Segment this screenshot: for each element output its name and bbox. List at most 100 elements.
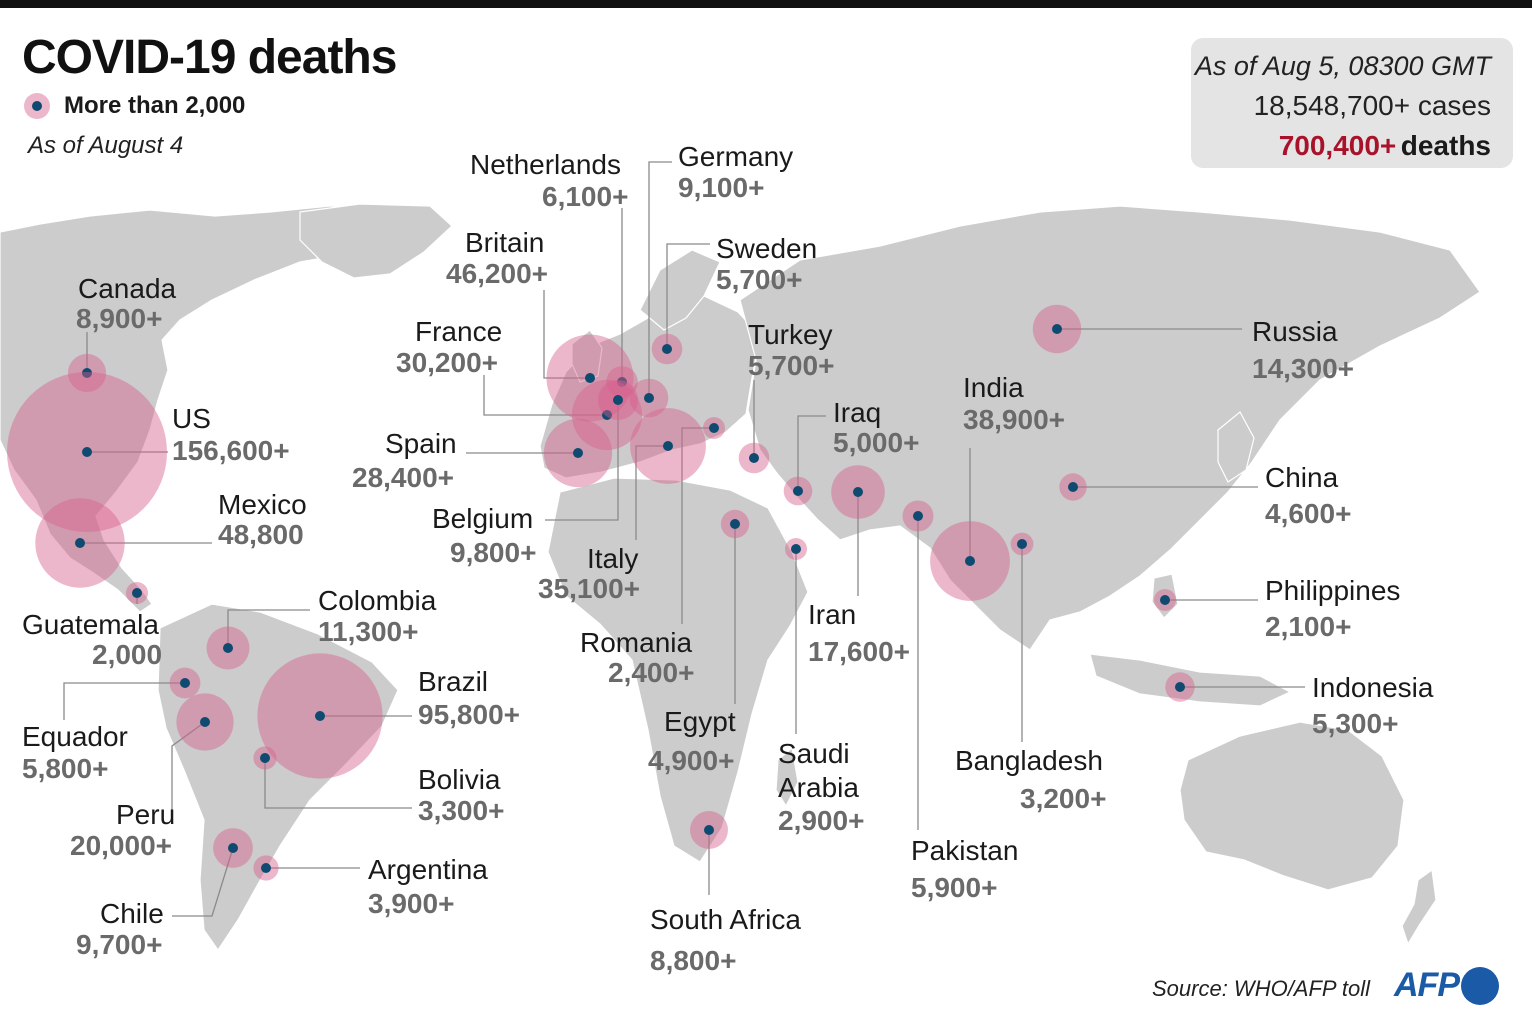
dot-britain (585, 373, 595, 383)
label-colombia-name: Colombia (318, 586, 436, 616)
legend: More than 2,000 (24, 92, 245, 120)
label-bolivia-name: Bolivia (418, 765, 500, 795)
totals-deaths-word: deaths (1401, 130, 1491, 161)
label-mexico-deaths: 48,800 (218, 520, 304, 550)
label-france-name: France (415, 317, 502, 347)
label-south-africa-name: South Africa (650, 905, 801, 935)
label-canada-deaths: 8,900+ (76, 304, 162, 334)
label-turkey-name: Turkey (748, 320, 833, 350)
label-argentina-name: Argentina (368, 855, 488, 885)
dot-us (82, 447, 92, 457)
dot-argentina (261, 863, 271, 873)
label-saudi-arabia-name-1: Saudi (778, 739, 850, 769)
dot-belgium (613, 395, 623, 405)
label-italy-name: Italy (587, 544, 638, 574)
dot-indonesia (1175, 682, 1185, 692)
as-of-date: As of August 4 (28, 132, 183, 160)
label-indonesia-deaths: 5,300+ (1312, 709, 1398, 739)
label-china-deaths: 4,600+ (1265, 499, 1351, 529)
label-sweden-deaths: 5,700+ (716, 265, 802, 295)
label-argentina-deaths: 3,900+ (368, 889, 454, 919)
label-mexico-name: Mexico (218, 490, 307, 520)
label-indonesia-name: Indonesia (1312, 673, 1433, 703)
label-netherlands-name: Netherlands (470, 150, 621, 180)
label-bolivia-deaths: 3,300+ (418, 796, 504, 826)
label-egypt-name: Egypt (664, 707, 736, 737)
dot-bolivia (260, 753, 270, 763)
dot-pakistan (913, 511, 923, 521)
label-philippines-name: Philippines (1265, 576, 1400, 606)
dot-china (1068, 482, 1078, 492)
label-us-deaths: 156,600+ (172, 436, 290, 466)
dot-iraq (793, 486, 803, 496)
dot-india (965, 556, 975, 566)
dot-saudi-arabia (791, 544, 801, 554)
label-india-name: India (963, 373, 1024, 403)
label-philippines-deaths: 2,100+ (1265, 612, 1351, 642)
label-germany-name: Germany (678, 142, 793, 172)
label-china-name: China (1265, 463, 1338, 493)
label-sweden-name: Sweden (716, 234, 817, 264)
label-brazil-deaths: 95,800+ (418, 700, 520, 730)
label-spain-name: Spain (385, 429, 457, 459)
label-equador-deaths: 5,800+ (22, 754, 108, 784)
land-new-zealand (1402, 870, 1436, 944)
dot-bangladesh (1017, 539, 1027, 549)
dot-egypt (730, 519, 740, 529)
label-chile-deaths: 9,700+ (76, 930, 162, 960)
label-netherlands-deaths: 6,100+ (542, 182, 628, 212)
label-guatemala-name: Guatemala (22, 610, 159, 640)
dot-romania (709, 423, 719, 433)
label-pakistan-name: Pakistan (911, 836, 1018, 866)
dot-mexico (75, 538, 85, 548)
totals-as-of: As of Aug 5, 08300 GMT (1191, 46, 1491, 86)
label-pakistan-deaths: 5,900+ (911, 873, 997, 903)
label-saudi-arabia-name-2: Arabia (778, 773, 859, 803)
totals-box: As of Aug 5, 08300 GMT 18,548,700+ cases… (1191, 38, 1513, 168)
legend-bubble-icon (24, 93, 50, 119)
dot-brazil (315, 711, 325, 721)
label-belgium-deaths: 9,800+ (450, 538, 536, 568)
land-south-america (158, 604, 398, 950)
label-romania-deaths: 2,400+ (608, 658, 694, 688)
dot-equador (180, 678, 190, 688)
dot-russia (1052, 324, 1062, 334)
land-greenland (300, 204, 452, 278)
dot-germany (644, 393, 654, 403)
label-bangladesh-deaths: 3,200+ (1020, 784, 1106, 814)
afp-logo-circle-icon (1461, 967, 1499, 1005)
label-us-name: US (172, 404, 211, 434)
label-canada-name: Canada (78, 274, 176, 304)
label-peru-deaths: 20,000+ (70, 831, 172, 861)
label-iraq-name: Iraq (833, 398, 881, 428)
label-germany-deaths: 9,100+ (678, 173, 764, 203)
label-russia-deaths: 14,300+ (1252, 354, 1354, 384)
label-brazil-name: Brazil (418, 667, 488, 697)
legend-label: More than 2,000 (64, 92, 245, 120)
label-india-deaths: 38,900+ (963, 405, 1065, 435)
dot-guatemala (132, 588, 142, 598)
label-romania-name: Romania (580, 628, 692, 658)
label-bangladesh-name: Bangladesh (955, 746, 1103, 776)
dot-colombia (223, 643, 233, 653)
totals-deaths: 700,400+ deaths (1191, 126, 1491, 171)
label-iran-name: Iran (808, 600, 856, 630)
label-colombia-deaths: 11,300+ (318, 617, 418, 647)
totals-cases: 18,548,700+ cases (1191, 86, 1491, 126)
dot-turkey (749, 453, 759, 463)
label-belgium-name: Belgium (432, 504, 533, 534)
label-peru-name: Peru (116, 800, 175, 830)
label-saudi-arabia-deaths: 2,900+ (778, 806, 864, 836)
dot-spain (573, 448, 583, 458)
label-iran-deaths: 17,600+ (808, 637, 910, 667)
dot-peru (200, 717, 210, 727)
dot-philippines (1160, 595, 1170, 605)
label-spain-deaths: 28,400+ (352, 463, 454, 493)
dot-italy (663, 441, 673, 451)
dot-south-africa (704, 825, 714, 835)
label-italy-deaths: 35,100+ (538, 574, 640, 604)
label-chile-name: Chile (100, 899, 164, 929)
label-britain-name: Britain (465, 228, 544, 258)
label-guatemala-deaths: 2,000 (92, 640, 162, 670)
label-turkey-deaths: 5,700+ (748, 351, 834, 381)
